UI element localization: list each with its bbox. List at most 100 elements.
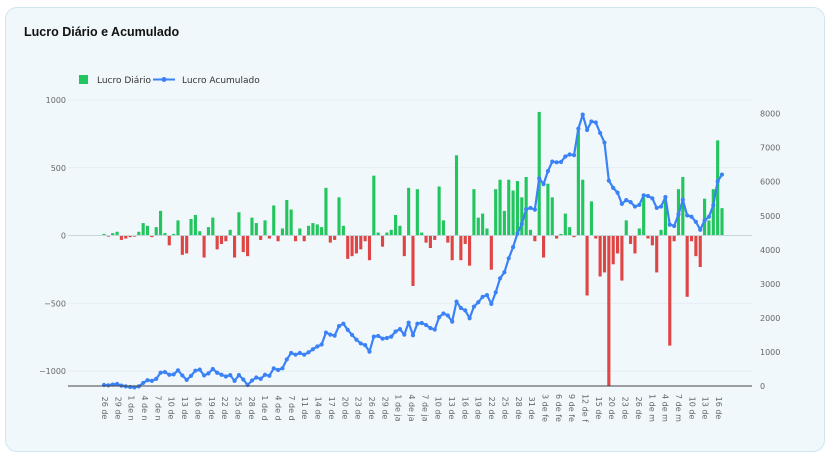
daily-profit-bar[interactable] [380,235,385,247]
daily-profit-bar[interactable] [542,235,546,258]
daily-profit-bar[interactable] [602,235,607,273]
cumulative-profit-point[interactable] [637,202,642,207]
daily-profit-bar[interactable] [224,235,228,242]
daily-profit-bar[interactable] [441,220,446,236]
daily-profit-bar[interactable] [337,197,341,236]
cumulative-profit-point[interactable] [141,380,146,386]
daily-profit-bar[interactable] [215,235,219,250]
daily-profit-bar[interactable] [254,223,258,236]
cumulative-profit-point[interactable] [497,276,503,281]
cumulative-profit-point[interactable] [502,270,507,275]
cumulative-profit-point[interactable] [450,319,455,324]
cumulative-profit-point[interactable] [689,214,694,219]
daily-profit-bar[interactable] [272,205,276,236]
cumulative-profit-point[interactable] [693,219,698,224]
cumulative-profit-point[interactable] [384,335,389,341]
daily-profit-bar[interactable] [698,235,702,267]
daily-profit-bar[interactable] [703,198,707,236]
cumulative-profit-point[interactable] [672,223,677,229]
daily-profit-bar[interactable] [398,225,402,236]
daily-profit-bar[interactable] [633,235,637,254]
cumulative-profit-point[interactable] [458,305,463,311]
daily-profit-bar[interactable] [172,233,176,236]
cumulative-profit-point[interactable] [611,185,616,190]
daily-profit-bar[interactable] [650,235,654,246]
daily-profit-bar[interactable] [555,235,559,239]
daily-profit-bar[interactable] [415,189,419,236]
daily-profit-bar[interactable] [285,200,289,236]
cumulative-profit-point[interactable] [267,373,272,378]
cumulative-profit-point[interactable] [576,126,581,131]
daily-profit-bar[interactable] [402,235,406,257]
daily-profit-bar[interactable] [459,235,463,261]
daily-profit-bar[interactable] [629,235,633,244]
daily-profit-bar[interactable] [585,235,589,296]
daily-profit-bar[interactable] [711,189,715,236]
daily-profit-bar[interactable] [642,197,646,236]
cumulative-profit-point[interactable] [162,369,168,375]
cumulative-profit-point[interactable] [550,159,555,164]
cumulative-profit-point[interactable] [158,370,163,375]
daily-profit-bar[interactable] [259,235,263,240]
daily-profit-bar[interactable] [246,235,250,257]
cumulative-profit-point[interactable] [363,343,368,348]
daily-profit-bar[interactable] [202,235,206,258]
cumulative-profit-point[interactable] [571,153,577,158]
cumulative-profit-point[interactable] [289,350,294,356]
cumulative-profit-point[interactable] [389,334,394,339]
daily-profit-bar[interactable] [681,176,685,236]
daily-profit-bar[interactable] [446,235,450,243]
cumulative-profit-point[interactable] [254,375,259,380]
daily-profit-bar[interactable] [320,227,324,236]
daily-profit-bar[interactable] [694,235,698,257]
cumulative-profit-point[interactable] [293,352,298,357]
daily-profit-bar[interactable] [219,235,224,244]
cumulative-profit-point[interactable] [154,376,159,381]
daily-profit-bar[interactable] [672,235,676,242]
cumulative-profit-point[interactable] [554,160,559,165]
daily-profit-bar[interactable] [720,208,724,236]
cumulative-profit-point[interactable] [484,292,490,298]
daily-profit-bar[interactable] [233,235,237,258]
cumulative-profit-point[interactable] [698,227,703,232]
daily-profit-bar[interactable] [615,235,620,254]
cumulative-profit-point[interactable] [632,204,638,209]
cumulative-profit-point[interactable] [180,373,185,378]
daily-profit-bar[interactable] [620,235,624,281]
cumulative-profit-point[interactable] [537,176,542,181]
daily-profit-bar[interactable] [481,213,485,236]
daily-profit-bar[interactable] [428,235,432,249]
daily-profit-bar[interactable] [668,235,672,346]
daily-profit-bar[interactable] [211,217,215,236]
daily-profit-bar[interactable] [145,225,150,236]
daily-profit-bar[interactable] [385,232,389,236]
cumulative-profit-point[interactable] [437,315,442,320]
daily-profit-bar[interactable] [367,235,372,261]
cumulative-profit-point[interactable] [284,357,289,362]
daily-profit-bar[interactable] [689,235,694,242]
daily-profit-bar[interactable] [341,225,345,236]
cumulative-profit-point[interactable] [371,334,376,339]
cumulative-profit-point[interactable] [624,198,629,203]
cumulative-profit-point[interactable] [680,197,685,202]
cumulative-profit-point[interactable] [476,300,481,305]
daily-profit-bar[interactable] [280,228,284,236]
daily-profit-bar[interactable] [306,225,311,236]
cumulative-profit-point[interactable] [702,218,707,223]
cumulative-profit-point[interactable] [232,378,237,383]
daily-profit-bar[interactable] [502,210,506,236]
daily-profit-bar[interactable] [102,233,106,236]
cumulative-profit-point[interactable] [428,326,433,331]
cumulative-profit-point[interactable] [558,159,564,165]
cumulative-profit-point[interactable] [306,350,311,355]
daily-profit-bar[interactable] [302,235,306,242]
daily-profit-bar[interactable] [489,235,493,270]
daily-profit-bar[interactable] [276,235,280,242]
cumulative-profit-point[interactable] [228,373,233,378]
daily-profit-bar[interactable] [494,189,498,236]
daily-profit-bar[interactable] [433,235,437,240]
daily-profit-bar[interactable] [454,155,459,236]
cumulative-profit-point[interactable] [315,344,320,349]
daily-profit-bar[interactable] [685,235,689,297]
daily-profit-bar[interactable] [485,228,489,236]
